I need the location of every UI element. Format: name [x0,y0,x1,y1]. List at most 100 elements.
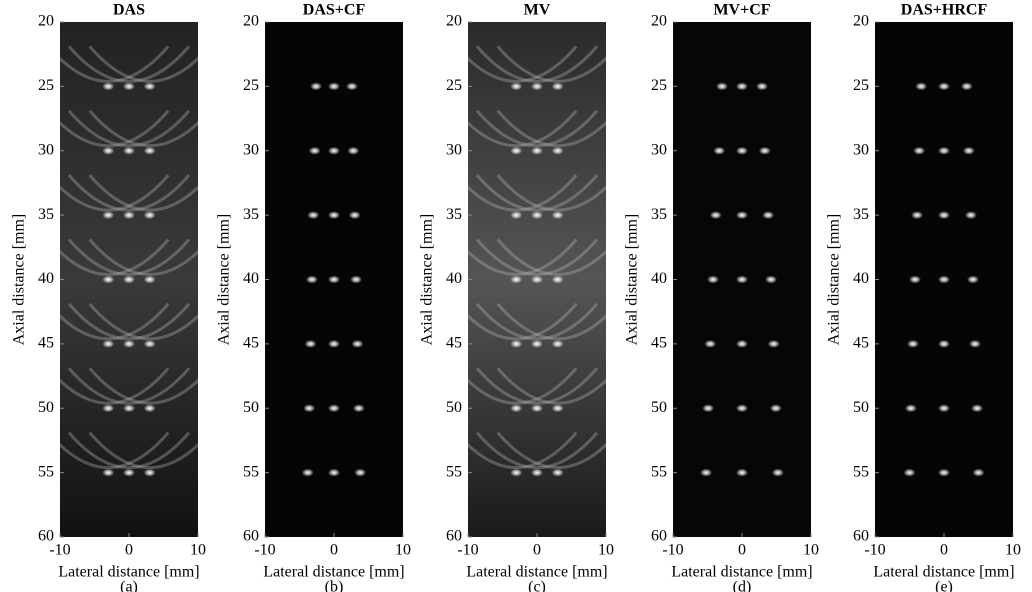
x-tick-label: 0 [533,542,541,559]
psf-arc [60,238,170,276]
target-point [769,404,782,413]
target-point [764,275,777,284]
y-tick-label: 35 [651,206,667,223]
y-tick-label: 25 [243,77,259,94]
x-tick-label: 0 [738,542,746,559]
target-point [736,468,748,477]
target-point [123,275,135,284]
y-tick-label: 40 [243,270,259,287]
target-point [551,404,564,413]
target-point [531,468,543,477]
psf-arc [496,431,606,469]
target-point [551,211,564,220]
x-axis-label: Lateral distance [mm] [58,564,199,581]
target-point [906,339,919,348]
psf-arc [88,109,198,148]
y-tick-label: 20 [446,13,462,30]
x-tick-label: 0 [330,542,338,559]
target-point [531,82,543,91]
target-point [756,82,769,91]
chart-title: DAS [113,2,145,19]
y-tick-label: 45 [853,335,869,352]
y-tick-label: 35 [446,206,462,223]
psf-arc [88,238,198,276]
x-tick-label: -10 [457,542,478,559]
chart-title: DAS+CF [303,2,366,19]
panel-label: (d) [733,579,752,592]
target-point [328,404,340,413]
chart-title: DAS+HRCF [901,2,988,19]
y-tick-label: 45 [651,335,667,352]
target-point [551,275,564,284]
x-tick-label: 10 [1005,542,1021,559]
target-point [758,146,771,155]
panel-label: (c) [528,579,546,592]
psf-arc [468,45,578,83]
x-axis-label: Lateral distance [mm] [671,564,812,581]
y-tick-label: 35 [243,206,259,223]
y-tick-label: 30 [38,141,54,158]
target-point [102,404,115,413]
y-tick-label: 30 [243,141,259,158]
target-point [123,468,135,477]
x-tick-label: 0 [125,542,133,559]
target-point [308,146,321,155]
psf-arc [468,174,578,212]
target-point [702,404,715,413]
target-point [736,146,748,155]
psf-arc [88,302,198,341]
target-point [707,275,720,284]
y-tick-label: 20 [38,13,54,30]
target-point [909,275,922,284]
y-tick-label: 40 [446,270,462,287]
target-point [962,146,975,155]
target-point [143,146,156,155]
psf-arc [88,45,198,83]
target-point [531,339,543,348]
target-point [531,146,543,155]
target-point [301,468,314,477]
target-point [328,211,340,220]
target-point [964,211,977,220]
target-point [307,211,320,220]
target-point [551,146,564,155]
psf-arc [475,109,599,148]
target-point [736,211,748,220]
y-tick-label: 50 [651,399,667,416]
target-point [700,468,713,477]
target-point [713,146,726,155]
x-tick-label: -10 [662,542,683,559]
y-tick-label: 40 [853,270,869,287]
psf-arc [67,174,191,212]
target-point [348,211,361,220]
target-point [328,468,340,477]
y-axis-label: Axial distance [mm] [624,214,641,346]
target-point [123,339,135,348]
y-tick-label: 60 [243,528,259,545]
y-tick-label: 60 [853,528,869,545]
target-point [938,275,950,284]
y-tick-label: 20 [651,13,667,30]
psf-arc [60,45,170,83]
y-tick-label: 50 [243,399,259,416]
target-point [736,82,748,91]
target-point [304,339,317,348]
target-point [972,468,985,477]
target-point [328,82,340,91]
target-point [143,468,156,477]
psf-arc [67,238,191,276]
y-tick-label: 55 [38,463,54,480]
y-tick-label: 55 [853,463,869,480]
psf-arc [475,367,599,405]
x-tick-label: 0 [940,542,948,559]
target-point [762,211,775,220]
y-tick-label: 45 [243,335,259,352]
target-point [913,146,926,155]
target-point [510,211,523,220]
target-point [736,339,748,348]
target-point [904,404,917,413]
target-point [911,211,924,220]
y-tick-label: 45 [446,335,462,352]
y-tick-label: 40 [38,270,54,287]
